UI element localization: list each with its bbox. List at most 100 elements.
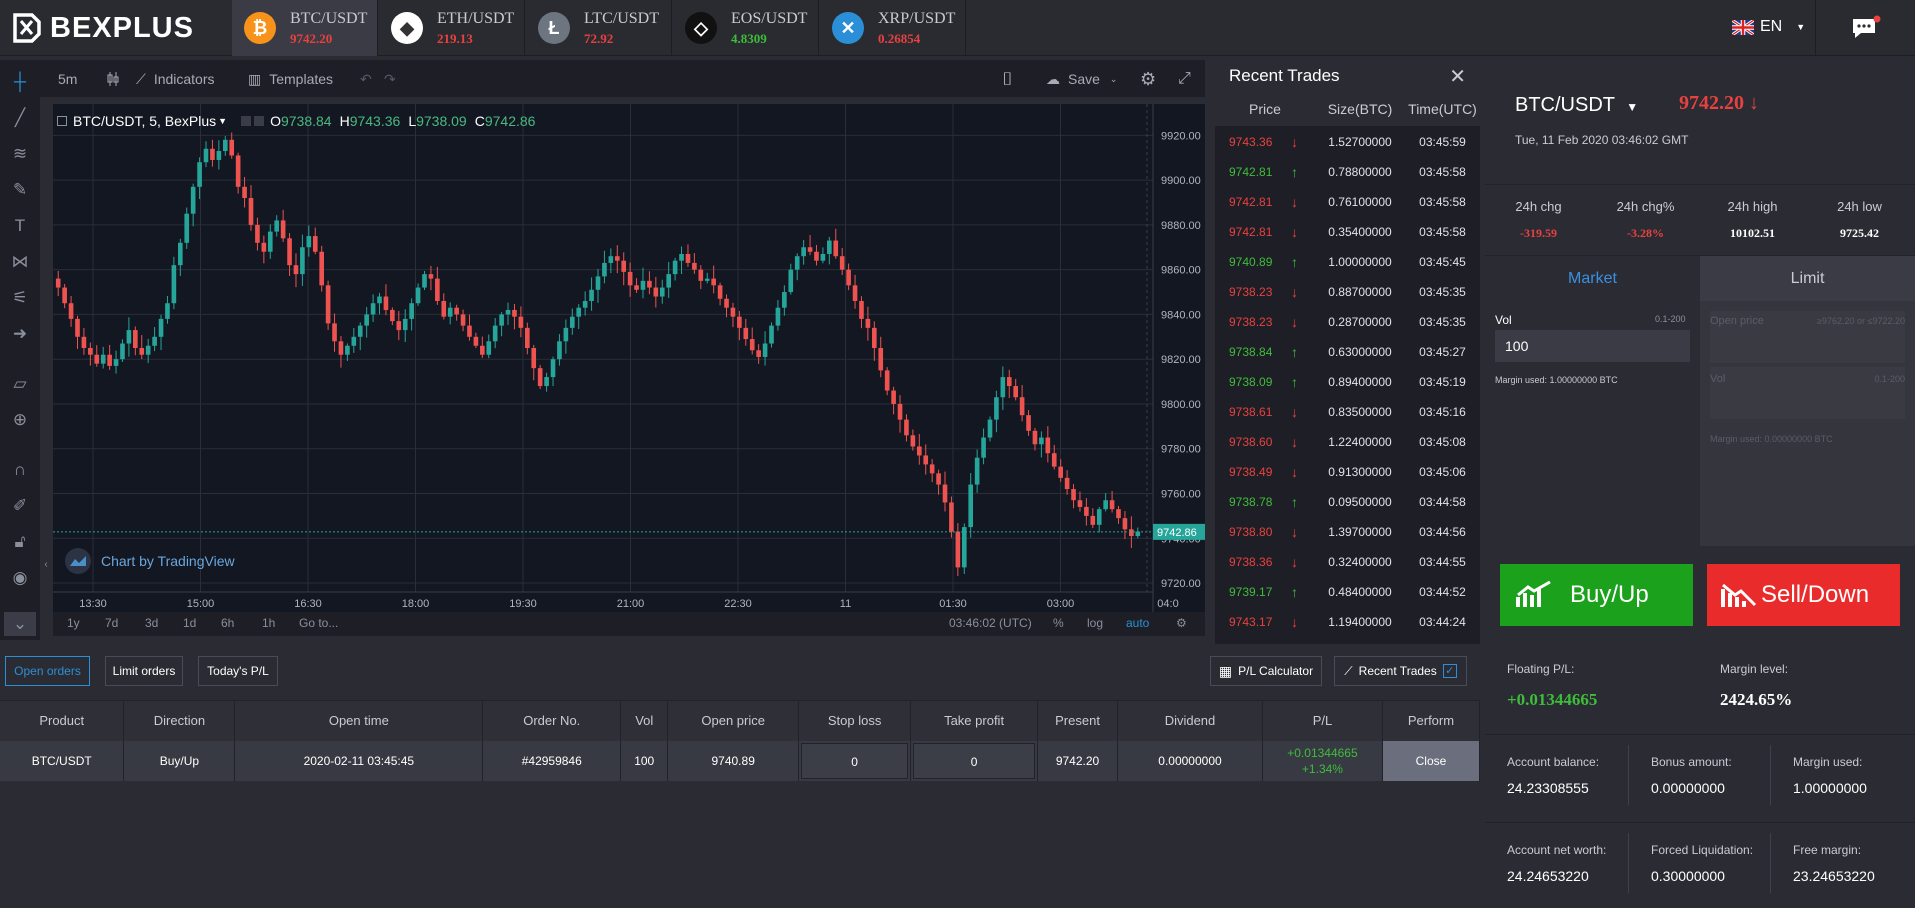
eye-icon[interactable]: ◉ xyxy=(12,568,28,587)
ticker-eos[interactable]: ◇ EOS/USDT 4.8309 xyxy=(673,0,819,56)
ticker-symbol: EOS/USDT xyxy=(731,9,808,27)
ticker-ltc[interactable]: Ł LTC/USDT 72.92 xyxy=(526,0,672,56)
symbol-title[interactable]: BTC/USDT, 5, BexPlus xyxy=(73,113,217,129)
candle-body xyxy=(788,269,794,293)
tab-todays-pl[interactable]: Today's P/L xyxy=(198,656,278,686)
tab-limit[interactable]: Limit xyxy=(1700,256,1915,301)
close-order-button[interactable]: Close xyxy=(1382,740,1481,781)
recent-trades-toggle[interactable]: ⟋ Recent Trades ✓ xyxy=(1334,656,1467,686)
pl-percent: +1.34% xyxy=(1301,761,1343,776)
templates-button[interactable]: ▥ Templates xyxy=(248,60,333,98)
price-chart[interactable]: 9920.00 9900.00 9880.00 9860.00 9840.00 9820.… xyxy=(53,104,1205,612)
trend-line-icon[interactable]: ╱ xyxy=(14,108,26,127)
ticker-eth[interactable]: ◆ ETH/USDT 219.13 xyxy=(379,0,525,56)
last-price-tag xyxy=(1153,523,1205,540)
log-toggle[interactable]: log xyxy=(1087,616,1104,630)
pl-calculator-button[interactable]: ▦ P/L Calculator xyxy=(1210,656,1322,686)
period-6h[interactable]: 6h xyxy=(221,616,235,630)
fib-tool-icon[interactable]: ≋ xyxy=(12,144,28,163)
tab-open-orders[interactable]: Open orders xyxy=(5,656,90,686)
redo-icon[interactable]: ↷ xyxy=(384,70,396,87)
gear-icon[interactable]: ⚙ xyxy=(1176,616,1187,630)
bonus-value: 0.00000000 xyxy=(1651,780,1725,796)
zoom-in-icon[interactable]: ⊕ xyxy=(12,410,28,429)
chat-button[interactable] xyxy=(1815,0,1915,56)
candle-body xyxy=(614,256,620,261)
camera-icon[interactable]: ⌷ xyxy=(1002,68,1013,89)
ruler-icon[interactable]: ▱ xyxy=(13,374,27,393)
col-size: Size(BTC) xyxy=(1327,101,1393,117)
trade-time: 03:44:24 xyxy=(1419,615,1466,629)
period-7d[interactable]: 7d xyxy=(105,616,119,630)
percent-toggle[interactable]: % xyxy=(1053,616,1064,630)
cell-present: 9742.20 xyxy=(1037,740,1119,781)
orders-panel: Open orders Limit orders Today's P/L ▦ P… xyxy=(0,644,1481,908)
lock-pencil-icon[interactable]: ✐ xyxy=(12,496,28,515)
sell-down-button[interactable]: Sell/Down xyxy=(1707,564,1900,626)
back-arrow-icon[interactable]: ➜ xyxy=(12,324,28,343)
take-profit-input[interactable]: 0 xyxy=(913,742,1036,779)
pair-selector[interactable]: BTC/USDT ▼ xyxy=(1515,94,1638,117)
col-perform: Perform xyxy=(1382,700,1481,741)
fullscreen-icon[interactable]: ⤢ xyxy=(1178,70,1191,87)
cell-vol: 100 xyxy=(620,740,669,781)
open-price-input[interactable]: Open price ≥9762.20 or ≤9722.20 xyxy=(1710,311,1905,363)
language-selector[interactable]: EN ▼ xyxy=(1732,14,1805,40)
candle-body xyxy=(1006,377,1012,387)
lock-icon[interactable]: 🔓︎ xyxy=(14,532,26,551)
collapse-legend-icon[interactable] xyxy=(57,116,67,126)
tab-market[interactable]: Market xyxy=(1485,256,1700,301)
recent-trades-header: Recent Trades ✕ xyxy=(1215,60,1480,92)
candle-body xyxy=(396,321,402,331)
save-button[interactable]: ☁ Save ⌄ xyxy=(1046,60,1117,98)
interval-selector[interactable]: 5m xyxy=(58,71,78,87)
candle-type-icon[interactable] xyxy=(98,60,128,98)
text-tool-icon[interactable]: T xyxy=(14,216,26,235)
indicators-button[interactable]: ⟋ Indicators xyxy=(136,60,215,98)
buy-up-button[interactable]: Buy/Up xyxy=(1500,564,1693,626)
period-3d[interactable]: 3d xyxy=(145,616,159,630)
last-price-label: 9742.86 xyxy=(1157,527,1197,539)
period-goto[interactable]: Go to... xyxy=(299,616,339,630)
auto-toggle[interactable]: auto xyxy=(1126,616,1150,630)
candle-body xyxy=(197,162,202,187)
chevron-down-icon[interactable]: ▼ xyxy=(218,116,228,126)
market-datetime: Tue, 11 Feb 2020 03:46:02 GMT xyxy=(1515,133,1689,147)
tradingview-watermark[interactable]: Chart by TradingView xyxy=(65,548,235,574)
trade-price: 9738.61 xyxy=(1229,405,1273,419)
ticker-btc[interactable]: ₿ BTC/USDT 9742.20 xyxy=(232,0,378,56)
arrow-down-icon: ↓ xyxy=(1291,284,1298,300)
arrow-down-icon: ↓ xyxy=(1291,314,1298,330)
collapse-toolbar-handle[interactable]: ‹ xyxy=(42,552,50,578)
crosshair-icon[interactable]: ┼ xyxy=(13,72,27,91)
candle-body xyxy=(884,370,890,391)
period-1y[interactable]: 1y xyxy=(67,616,80,630)
chevron-down-icon[interactable]: ⌄ xyxy=(4,612,36,636)
stop-loss-input[interactable]: 0 xyxy=(801,742,909,779)
tab-limit-orders[interactable]: Limit orders xyxy=(105,656,183,686)
close-icon[interactable]: ✕ xyxy=(1449,66,1466,88)
limit-vol-input[interactable]: Vol 0.1-200 xyxy=(1710,367,1905,419)
arrow-down-icon: ↓ xyxy=(1291,224,1298,240)
pattern-tool-icon[interactable]: ⋈ xyxy=(11,252,29,271)
trade-price: 9738.09 xyxy=(1229,375,1273,389)
close-mini-icon[interactable] xyxy=(254,116,265,126)
settings-mini-icon[interactable] xyxy=(241,116,252,126)
vol-input[interactable]: 100 xyxy=(1495,330,1690,362)
gear-icon[interactable]: ⚙ xyxy=(1140,68,1157,89)
undo-icon[interactable]: ↶ xyxy=(360,70,372,87)
trade-time: 03:45:45 xyxy=(1419,255,1466,269)
watermark-text: Chart by TradingView xyxy=(101,553,235,569)
list-item: 9738.49 ↓ 0.91300000 03:45:06 xyxy=(1215,457,1480,487)
period-1d[interactable]: 1d xyxy=(183,616,197,630)
trade-price: 9738.80 xyxy=(1229,525,1273,539)
prediction-tool-icon[interactable]: ⚟ xyxy=(12,288,28,307)
magnet-icon[interactable]: ∩ xyxy=(13,460,27,479)
arrow-down-icon: ↓ xyxy=(1291,554,1298,570)
ticker-xrp[interactable]: ✕ XRP/USDT 0.26854 xyxy=(820,0,966,56)
brush-icon[interactable]: ✎ xyxy=(12,180,28,199)
logo[interactable]: BEXPLUS xyxy=(12,8,194,48)
period-1h[interactable]: 1h xyxy=(262,616,276,630)
checkbox-checked-icon[interactable]: ✓ xyxy=(1442,664,1457,678)
candle-body xyxy=(428,274,434,279)
